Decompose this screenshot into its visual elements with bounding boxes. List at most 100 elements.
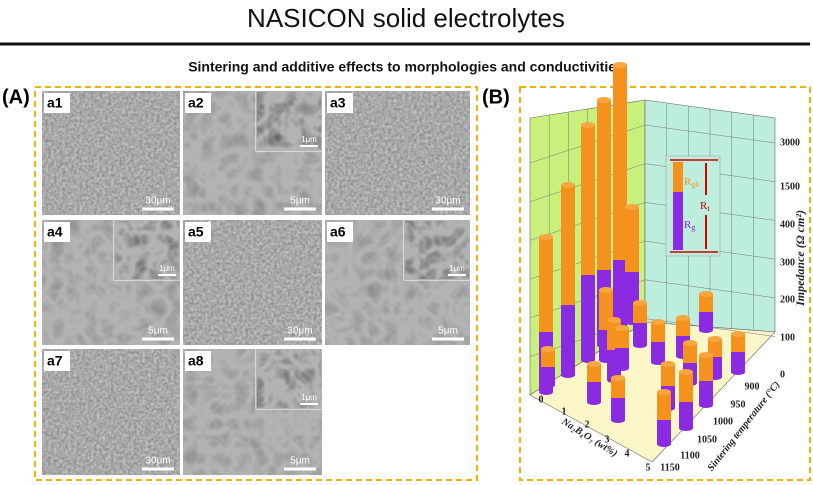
bar-part [731, 352, 745, 372]
legend-label: Rgb [684, 176, 699, 189]
z-tick-label: 3000 [780, 137, 800, 148]
bar-cap [699, 291, 713, 297]
scale-label: 5μm [438, 326, 458, 337]
legend-main: R [684, 219, 692, 231]
bar-cap [615, 325, 629, 331]
panel-a-frame [34, 86, 478, 481]
image-label: a4 [47, 224, 63, 240]
bar-part [657, 420, 671, 444]
scale-label: 5μm [290, 456, 310, 467]
bar-cap [633, 342, 647, 348]
legend-swatch [673, 192, 683, 250]
inset-texture [256, 349, 322, 409]
bar-cap [611, 375, 625, 381]
z-tick-label: 300 [780, 257, 795, 268]
x-tick-label: 1 [562, 406, 567, 417]
legend-sub: g [691, 223, 695, 232]
bar-part [679, 372, 693, 402]
label-bg [327, 93, 353, 113]
bar-cap [587, 361, 601, 367]
image-label: a5 [188, 224, 204, 240]
bar-cap [699, 327, 713, 333]
image-label: a8 [188, 353, 204, 369]
bar-part [581, 125, 595, 275]
bar-part [541, 367, 555, 385]
inset-texture [256, 91, 322, 151]
legend-sub: gb [691, 180, 699, 189]
bar-part [581, 275, 595, 360]
bar-cap [731, 369, 745, 375]
bar-part [613, 260, 627, 330]
bar-part [597, 100, 611, 270]
bar-cap [539, 234, 553, 240]
image-label: a7 [47, 353, 63, 369]
image-label: a1 [47, 95, 63, 111]
bar-cap [651, 319, 665, 325]
label-bg [44, 93, 70, 113]
bar-cap [625, 204, 639, 210]
bar-part [699, 294, 713, 312]
bar-cap [607, 317, 621, 323]
z-tick-label: 200 [780, 294, 795, 305]
bar-part [625, 207, 639, 272]
scale-label: 30μm [145, 456, 170, 467]
x-tick-label: 0 [539, 394, 544, 405]
bar-part [633, 323, 647, 345]
y-tick-label: 950 [731, 399, 746, 410]
panel-label: (A) [2, 86, 30, 108]
label-bg [44, 222, 70, 242]
bar-part [651, 322, 665, 342]
bar-part [613, 65, 627, 260]
y-tick-label: 1100 [680, 450, 699, 461]
bar-cap [581, 122, 595, 128]
bar-part [539, 237, 553, 332]
z-tick-label: 100 [780, 332, 795, 343]
image-label: a2 [188, 95, 204, 111]
x-tick-label: 2 [585, 419, 590, 430]
bar-part [611, 378, 625, 398]
bar-part [615, 328, 629, 348]
inset-scale-label: 1μm [159, 264, 175, 273]
title: NASICON solid electrolytes [247, 3, 565, 33]
bar-part [657, 392, 671, 420]
inset-texture [404, 220, 470, 280]
label-bg [185, 351, 211, 371]
bar-cap [633, 300, 647, 306]
x-tick-label: 3 [605, 434, 610, 445]
legend-main: R [684, 176, 692, 188]
legend-sub: t [707, 204, 710, 213]
panel-b-frame [519, 86, 811, 481]
y-tick-label: 1150 [660, 462, 679, 473]
bar-part [699, 312, 713, 330]
bar-part [676, 318, 690, 336]
scale-label: 5μm [290, 196, 310, 207]
bar-part [587, 382, 601, 402]
bar-cap [613, 62, 627, 68]
x-tick-label: 4 [625, 448, 630, 459]
image-label: a3 [330, 95, 346, 111]
bar-cap [676, 315, 690, 321]
z-tick-label: 0 [780, 369, 785, 380]
scale-label: 5μm [148, 326, 168, 337]
bar-part [561, 305, 575, 375]
bar-part [679, 402, 693, 428]
bar-cap [699, 402, 713, 408]
bar-cap [699, 352, 713, 358]
bar-cap [611, 417, 625, 423]
bar-part [615, 348, 629, 368]
bar-cap [539, 389, 553, 395]
image-label: a6 [330, 224, 346, 240]
bar-cap [587, 399, 601, 405]
bar-part [731, 334, 745, 352]
grid-line [529, 124, 776, 164]
inset-scale-label: 1μm [301, 135, 317, 144]
bar-part [633, 303, 647, 323]
z-axis-label: Impedance (Ω cm²) [793, 210, 807, 307]
scale-label: 30μm [287, 326, 312, 337]
x-tick-label: 5 [646, 462, 651, 473]
bar-part [699, 355, 713, 381]
subtitle: Sintering and additive effects to morpho… [188, 59, 624, 75]
bar-cap [561, 372, 575, 378]
z-tick-label: 1500 [780, 181, 800, 192]
